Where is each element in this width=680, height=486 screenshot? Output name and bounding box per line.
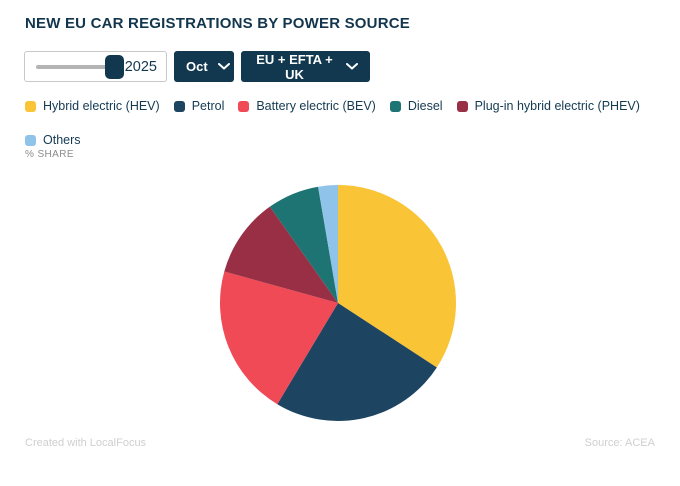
- legend-label: Petrol: [191, 99, 225, 113]
- legend-label: Hybrid electric (HEV): [43, 99, 160, 113]
- month-dropdown[interactable]: Oct: [174, 51, 234, 82]
- legend-item-hev[interactable]: Hybrid electric (HEV): [25, 99, 160, 113]
- credit-text: Created with LocalFocus: [25, 437, 147, 449]
- page-title: NEW EU CAR REGISTRATIONS BY POWER SOURCE: [25, 15, 410, 32]
- legend-item-others[interactable]: Others: [25, 133, 81, 147]
- legend-item-phev[interactable]: Plug-in hybrid electric (PHEV): [456, 99, 640, 113]
- legend-item-diesel[interactable]: Diesel: [389, 99, 443, 113]
- legend-label: Diesel: [407, 99, 443, 113]
- legend-label: Others: [43, 133, 81, 147]
- legend-swatch-phev: [456, 100, 468, 112]
- year-slider-value: 2025: [124, 58, 157, 75]
- pie-slice-plug-in-hybrid-electric-phev[interactable]: [224, 206, 338, 303]
- chevron-down-icon: [217, 63, 230, 70]
- year-slider-handle[interactable]: [105, 54, 124, 79]
- pie-slice-others[interactable]: [318, 185, 338, 303]
- unit-label: % SHARE: [25, 149, 74, 160]
- region-dropdown[interactable]: EU + EFTA + UK: [241, 51, 370, 82]
- chevron-down-icon: [346, 63, 358, 70]
- month-dropdown-value: Oct: [186, 59, 208, 74]
- legend-label: Plug-in hybrid electric (PHEV): [474, 99, 640, 113]
- legend-label: Battery electric (BEV): [256, 99, 376, 113]
- legend-swatch-petrol: [173, 100, 185, 112]
- year-slider-track[interactable]: [36, 64, 116, 69]
- source-text: Source: ACEA: [584, 437, 655, 449]
- pie-slice-petrol[interactable]: [277, 303, 437, 421]
- legend-swatch-bev: [238, 100, 250, 112]
- pie-slice-battery-electric-bev[interactable]: [220, 271, 338, 405]
- legend-item-bev[interactable]: Battery electric (BEV): [238, 99, 376, 113]
- pie-slice-diesel[interactable]: [269, 186, 338, 303]
- year-slider[interactable]: 2025: [24, 51, 167, 82]
- legend-swatch-hev: [25, 100, 36, 112]
- legend-item-petrol[interactable]: Petrol: [173, 99, 225, 113]
- legend-swatch-diesel: [389, 100, 401, 112]
- legend-swatch-others: [25, 134, 36, 146]
- pie-slice-hybrid-electric-hev[interactable]: [338, 185, 456, 368]
- filter-controls: 2025 Oct EU + EFTA + UK: [24, 51, 370, 82]
- region-dropdown-value: EU + EFTA + UK: [256, 51, 333, 82]
- legend: Hybrid electric (HEV) Petrol Battery ele…: [25, 99, 655, 147]
